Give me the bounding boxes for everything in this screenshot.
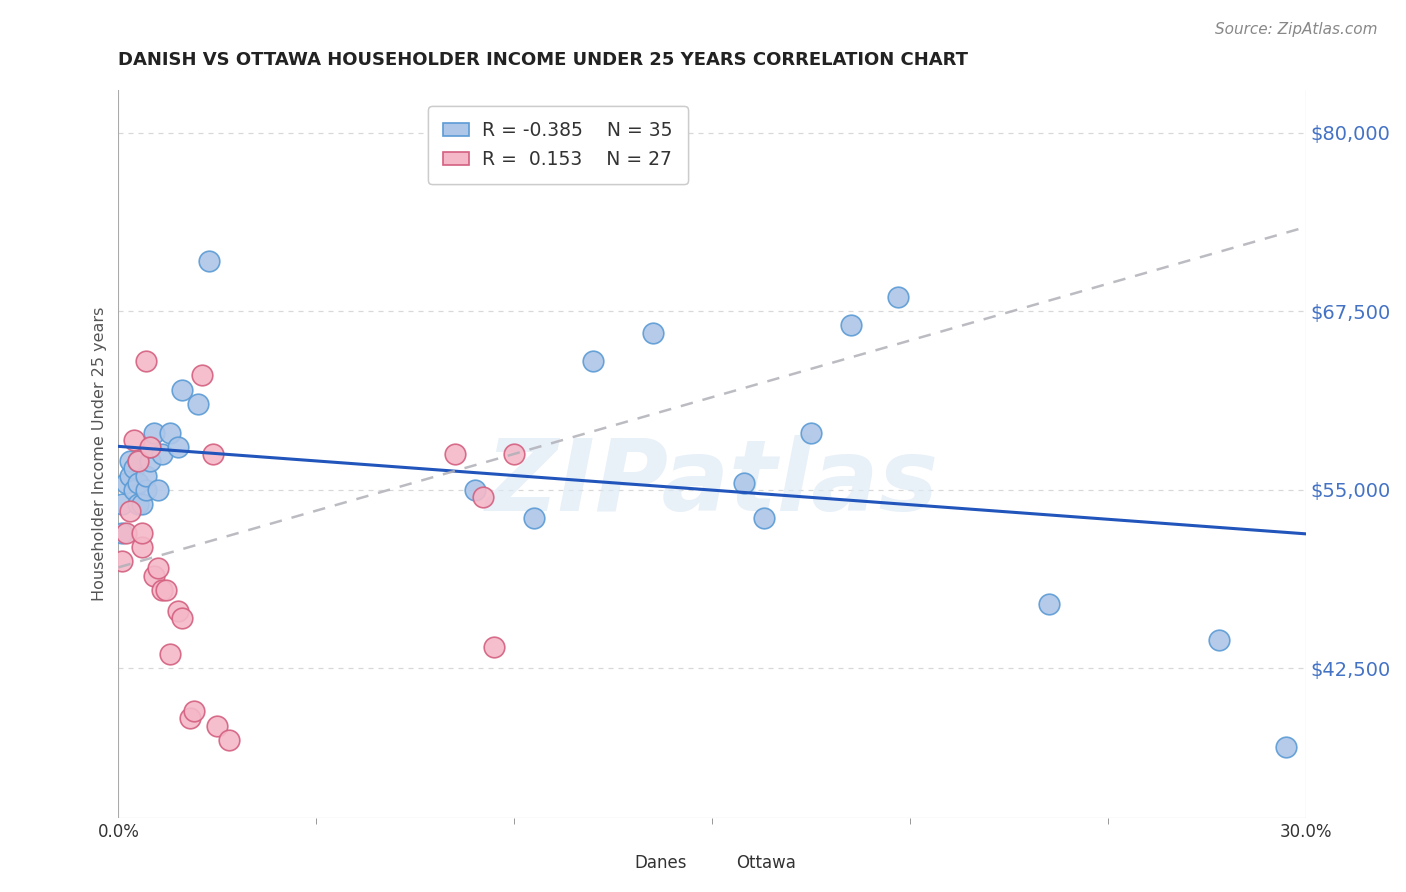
Point [170,611,193,625]
Point [146,561,169,575]
Text: Danes: Danes [634,855,688,872]
Point [752,511,775,525]
Text: DANISH VS OTTAWA HOUSEHOLDER INCOME UNDER 25 YEARS CORRELATION CHART: DANISH VS OTTAWA HOUSEHOLDER INCOME UNDE… [118,51,969,69]
Point [135,354,157,368]
Point [139,440,162,454]
Point [484,640,506,654]
Point [127,475,149,490]
Point [190,368,212,383]
Point [120,454,142,468]
Point [115,525,138,540]
Point [143,425,166,440]
Point [800,425,823,440]
Point [127,454,149,468]
Point [135,468,157,483]
Point [135,483,157,497]
Point [150,582,173,597]
Point [444,447,467,461]
Point [464,483,486,497]
Y-axis label: Householder Income Under 25 years: Householder Income Under 25 years [93,307,107,601]
Point [143,568,166,582]
Point [150,447,173,461]
Point [733,475,755,490]
Point [159,425,181,440]
Legend: R = -0.385    N = 35, R =  0.153    N = 27: R = -0.385 N = 35, R = 0.153 N = 27 [427,106,688,184]
Text: Ottawa: Ottawa [737,855,796,872]
Text: ZIPatlas: ZIPatlas [485,434,939,532]
Point [170,383,193,397]
Point [582,354,605,368]
Point [503,447,526,461]
Point [111,554,134,568]
Point [887,290,910,304]
Point [139,440,162,454]
Point [183,704,205,718]
Point [198,254,221,268]
Point [111,497,134,511]
Point [202,447,225,461]
Point [155,582,177,597]
Point [1275,739,1298,754]
Point [115,475,138,490]
Point [139,454,162,468]
Point [187,397,209,411]
Point [641,326,664,340]
Point [124,483,146,497]
Point [120,468,142,483]
Point [124,433,146,447]
Point [127,497,149,511]
Point [464,112,486,126]
Point [523,511,546,525]
Point [131,497,153,511]
Point [127,454,149,468]
Point [131,540,153,554]
Point [179,711,201,725]
Point [159,647,181,661]
Point [1208,632,1230,647]
Point [839,318,862,333]
Point [124,461,146,475]
Point [131,525,153,540]
Text: Source: ZipAtlas.com: Source: ZipAtlas.com [1215,22,1378,37]
Point [471,490,494,504]
Point [166,440,188,454]
Point [120,504,142,518]
Point [146,483,169,497]
Point [111,525,134,540]
Point [218,732,240,747]
Point [207,718,229,732]
Point [1038,597,1060,611]
Point [166,604,188,618]
